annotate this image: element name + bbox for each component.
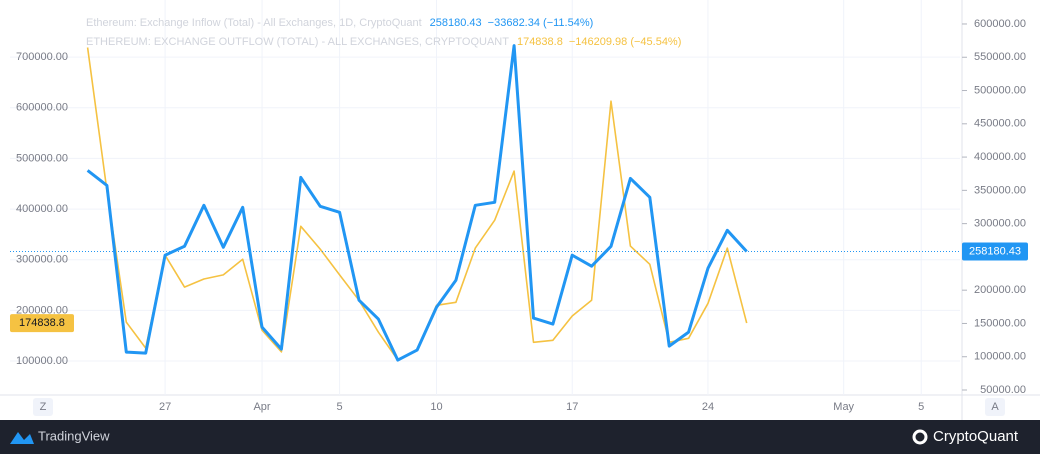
y2-tick-label: 100000.00 — [974, 351, 1026, 363]
y2-tick-label: 600000.00 — [974, 18, 1026, 30]
y-tick-label: 200000.00 — [16, 304, 68, 316]
y-tick-label: 100000.00 — [16, 355, 68, 367]
zoom-button[interactable] — [33, 398, 53, 416]
price-tag — [962, 242, 1028, 261]
auto-button[interactable] — [985, 398, 1005, 416]
price-tag — [10, 314, 74, 333]
x-tick-label: 10 — [430, 401, 442, 413]
y-tick-label: 600000.00 — [16, 102, 68, 114]
labels: 100000.00 200000.00 300000.00 400000.00 5000… — [10, 17, 1028, 413]
tradingview-logo — [10, 432, 34, 444]
series-line — [86, 44, 748, 362]
cryptoquant-logo — [912, 429, 928, 445]
y-tick-label: 400000.00 — [16, 203, 68, 215]
y-tick-label: 500000.00 — [16, 152, 68, 164]
x-tick-label: 17 — [566, 401, 578, 413]
y2-tick-label: 450000.00 — [974, 118, 1026, 130]
legend-change: −146209.98 (−45.54%) — [569, 36, 682, 48]
zoom-button-label[interactable]: Z — [40, 401, 47, 413]
legend-title: ETHEREUM: EXCHANGE OUTFLOW (TOTAL) - ALL… — [86, 36, 509, 48]
series-lines — [10, 44, 960, 362]
y2-tick-label: 400000.00 — [974, 151, 1026, 163]
y-tick-label: 300000.00 — [16, 254, 68, 266]
x-tick-label: 27 — [159, 401, 171, 413]
y-tick-label: 700000.00 — [16, 51, 68, 63]
y2-tick-label: 50000.00 — [980, 384, 1026, 396]
footer-left: TradingView — [38, 428, 110, 443]
price-tag-label: 258180.43 — [969, 245, 1021, 257]
x-tick-label: 24 — [702, 401, 714, 413]
x-tick-label: May — [833, 401, 854, 413]
y2-tick-label: 200000.00 — [974, 284, 1026, 296]
price-tag-label: 174838.8 — [19, 317, 65, 329]
legend-value: 174838.8 — [517, 36, 563, 48]
x-tick-label: Apr — [253, 401, 270, 413]
legend-change: −33682.34 (−11.54%) — [488, 17, 594, 29]
y2-tick-label: 300000.00 — [974, 218, 1026, 230]
legend-title: Ethereum: Exchange Inflow (Total) - All … — [86, 17, 422, 29]
y2-tick-label: 500000.00 — [974, 84, 1026, 96]
y2-tick-label: 150000.00 — [974, 317, 1026, 329]
footer-right: CryptoQuant — [933, 428, 1019, 445]
legend-value: 258180.43 — [430, 17, 482, 29]
y2-tick-label: 350000.00 — [974, 184, 1026, 196]
background — [0, 0, 1040, 420]
auto-button-label[interactable]: A — [991, 401, 999, 413]
x-tick-label: 5 — [337, 401, 343, 413]
footer — [0, 420, 1040, 454]
y2-tick-label: 550000.00 — [974, 51, 1026, 63]
x-tick-label: 5 — [918, 401, 924, 413]
